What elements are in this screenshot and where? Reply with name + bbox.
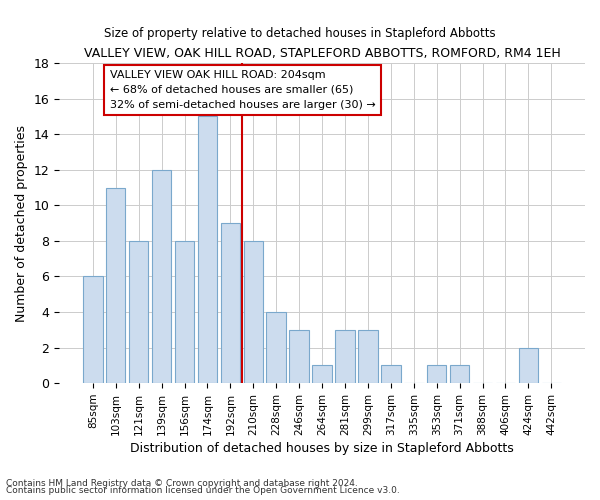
Bar	[221, 223, 240, 383]
Text: Contains public sector information licensed under the Open Government Licence v3: Contains public sector information licen…	[6, 486, 400, 495]
Bar	[358, 330, 377, 383]
X-axis label: Distribution of detached houses by size in Stapleford Abbotts: Distribution of detached houses by size …	[130, 442, 514, 455]
Bar	[313, 366, 332, 383]
Bar	[427, 366, 446, 383]
Bar	[129, 241, 148, 383]
Bar	[266, 312, 286, 383]
Bar	[83, 276, 103, 383]
Text: Contains HM Land Registry data © Crown copyright and database right 2024.: Contains HM Land Registry data © Crown c…	[6, 478, 358, 488]
Bar	[518, 348, 538, 383]
Bar	[152, 170, 172, 383]
Bar	[450, 366, 469, 383]
Bar	[175, 241, 194, 383]
Text: Size of property relative to detached houses in Stapleford Abbotts: Size of property relative to detached ho…	[104, 28, 496, 40]
Title: VALLEY VIEW, OAK HILL ROAD, STAPLEFORD ABBOTTS, ROMFORD, RM4 1EH: VALLEY VIEW, OAK HILL ROAD, STAPLEFORD A…	[84, 48, 560, 60]
Bar	[197, 116, 217, 383]
Bar	[335, 330, 355, 383]
Text: VALLEY VIEW OAK HILL ROAD: 204sqm
← 68% of detached houses are smaller (65)
32% : VALLEY VIEW OAK HILL ROAD: 204sqm ← 68% …	[110, 70, 376, 110]
Y-axis label: Number of detached properties: Number of detached properties	[15, 124, 28, 322]
Bar	[289, 330, 309, 383]
Bar	[106, 188, 125, 383]
Bar	[244, 241, 263, 383]
Bar	[381, 366, 401, 383]
